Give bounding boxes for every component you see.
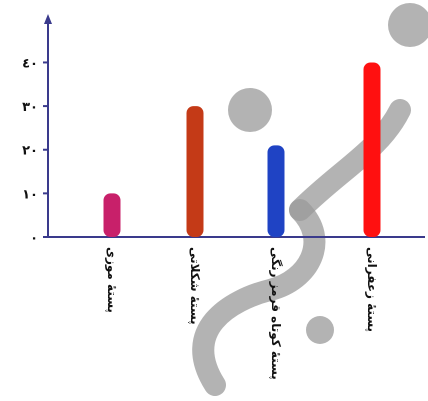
x-category-label: پستۀ موزی [104,247,119,313]
watermark-dot-1 [388,3,428,47]
watermark-dot-2 [228,88,272,132]
x-category-label: پستۀ کوتاه قرمز رنگی [268,247,283,380]
watermark-logo [192,3,428,396]
y-axis-ticks: ٠ ١٠ ٢٠ ٣٠ ٤٠ [22,56,48,246]
chart-bars [103,62,381,237]
x-category-label: پستۀ زعفرانی [365,247,379,332]
y-tick-label: ٠ [30,231,38,246]
y-axis-arrow [44,14,52,24]
bar-1 [103,193,121,237]
bar-4 [363,62,381,237]
y-tick-label: ٣٠ [22,100,38,115]
y-tick-label: ٤٠ [22,56,38,71]
y-tick-label: ١٠ [22,187,38,202]
watermark-dot-3 [306,316,334,344]
y-tick-label: ٢٠ [22,144,38,159]
bar-2 [186,106,204,237]
x-category-label: پستۀ شکلاتی [188,247,202,325]
x-axis-labels: پستۀ موزی پستۀ شکلاتی پستۀ کوتاه قرمز رنگی… [104,247,379,380]
bar-3 [267,145,285,237]
